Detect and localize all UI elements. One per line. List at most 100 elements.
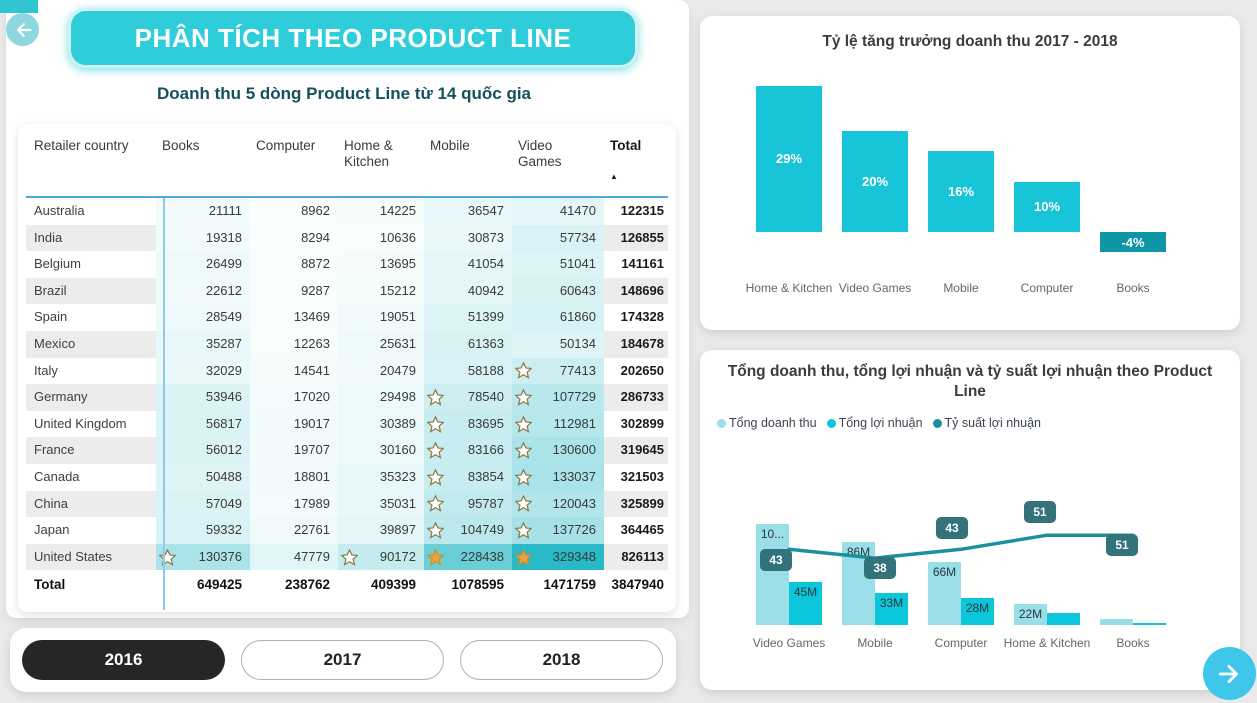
- value-cell: 39897: [338, 517, 424, 544]
- table-row[interactable]: United States 130376 47779 90172 228438 32934…: [26, 543, 668, 571]
- table-row[interactable]: Japan 59332 22761 39897 104749 137726 364465: [26, 517, 668, 544]
- cell-value: 238762: [284, 577, 330, 593]
- star-outline-icon: [515, 521, 532, 539]
- country-cell: France: [26, 437, 156, 464]
- cell-value: 1471759: [543, 577, 596, 593]
- revenue-bar[interactable]: [928, 561, 961, 625]
- value-cell: 28549: [156, 304, 250, 331]
- value-cell: 61363: [424, 330, 512, 358]
- revenue-bar[interactable]: [756, 524, 789, 625]
- value-cell: 120043: [512, 490, 604, 518]
- value-cell: 35287: [156, 330, 250, 358]
- value-cell: 19318: [156, 224, 250, 252]
- cell-value: 19051: [379, 309, 416, 325]
- year-button-2018[interactable]: 2018: [460, 640, 663, 680]
- cell-value: 15212: [379, 282, 416, 298]
- country-cell: Mexico: [26, 330, 156, 358]
- table-row[interactable]: Italy 32029 14541 20479 58188 77413 202650: [26, 357, 668, 385]
- table-row[interactable]: France 56012 19707 30160 83166 130600 319645: [26, 437, 668, 464]
- growth-bar[interactable]: 20%: [842, 131, 908, 232]
- column-header-home-kitchen[interactable]: Home & Kitchen: [344, 138, 393, 169]
- column-header-video-games[interactable]: Video Games: [518, 138, 562, 169]
- value-cell: 29498: [338, 384, 424, 411]
- revenue-bar[interactable]: [1014, 603, 1047, 625]
- value-cell: 59332: [156, 517, 250, 544]
- combo-category-label: Home & Kitchen: [1003, 636, 1091, 650]
- cell-value: 36547: [467, 203, 504, 218]
- year-button-2016[interactable]: 2016: [22, 640, 225, 680]
- cell-value: 329348: [552, 548, 596, 564]
- table-row[interactable]: India 19318 8294 10636 30873 57734 126855: [26, 224, 668, 252]
- revenue-legend-dot-icon: [717, 418, 726, 428]
- profit-bar[interactable]: [1133, 623, 1166, 625]
- value-cell: 30160: [338, 437, 424, 464]
- cell-value: 51399: [467, 309, 504, 325]
- growth-bar-label: 10%: [1033, 199, 1061, 215]
- legend-item-margin[interactable]: Tỷ suất lợi nhuận: [932, 416, 1041, 430]
- row-total-cell: 319645: [604, 437, 668, 464]
- value-cell: 53946: [156, 384, 250, 411]
- column-header-books[interactable]: Books: [162, 138, 200, 153]
- profit-bar[interactable]: [1047, 612, 1080, 625]
- column-total-cell: 649425: [156, 570, 250, 600]
- column-header-computer[interactable]: Computer: [256, 138, 316, 153]
- back-button[interactable]: [6, 13, 39, 46]
- legend-item-profit[interactable]: Tổng lợi nhuận: [826, 416, 923, 430]
- country-cell: United States: [26, 543, 156, 571]
- value-cell: 77413: [512, 357, 604, 385]
- cell-value: 8872: [301, 256, 330, 272]
- growth-bar[interactable]: 29%: [756, 85, 822, 232]
- star-filled-icon: [515, 548, 532, 566]
- value-cell: 130376: [156, 543, 250, 571]
- revenue-bar-label: 22M: [1018, 606, 1043, 621]
- margin-legend-dot-icon: [932, 418, 942, 428]
- next-page-button[interactable]: [1203, 647, 1256, 700]
- growth-rate-chart-card: Tỷ lệ tăng trưởng doanh thu 2017 - 2018 …: [700, 16, 1240, 330]
- growth-chart-title: Tỷ lệ tăng trưởng doanh thu 2017 - 2018: [822, 33, 1118, 50]
- cell-value: 22612: [205, 282, 242, 298]
- profit-bar[interactable]: [875, 593, 908, 625]
- table-row[interactable]: Spain 28549 13469 19051 51399 61860 174328: [26, 304, 668, 331]
- table-row[interactable]: Brazil 22612 9287 15212 40942 60643 148696: [26, 277, 668, 305]
- cell-value: 19707: [293, 442, 330, 458]
- growth-bar[interactable]: 16%: [928, 151, 994, 232]
- legend-item-revenue[interactable]: Tổng doanh thu: [717, 416, 817, 430]
- growth-category-label: Video Games: [838, 281, 912, 295]
- table-row[interactable]: Mexico 35287 12263 25631 61363 50134 184678: [26, 330, 668, 358]
- revenue-profit-chart-card: Tổng doanh thu, tổng lợi nhuận và tỷ suấ…: [700, 350, 1240, 690]
- cell-value: 35287: [205, 335, 242, 351]
- table-row[interactable]: Germany 53946 17020 29498 78540 107729 286733: [26, 384, 668, 411]
- table-row[interactable]: Belgium 26499 8872 13695 41054 51041 141161: [26, 251, 668, 278]
- column-header-total[interactable]: Total ▲: [604, 134, 668, 185]
- table-row[interactable]: United Kingdom 56817 19017 30389 83695 112981…: [26, 410, 668, 438]
- cell-value: 40942: [467, 282, 504, 298]
- cell-value: 90172: [379, 548, 416, 564]
- row-total-cell: 122315: [620, 203, 664, 218]
- cell-value: 104749: [460, 522, 504, 538]
- cell-value: 130376: [198, 548, 242, 564]
- revenue-bar[interactable]: [1100, 619, 1133, 625]
- growth-bar[interactable]: 10%: [1014, 181, 1080, 232]
- value-cell: 329348: [512, 543, 604, 571]
- table-row[interactable]: Canada 50488 18801 35323 83854 133037 321503: [26, 463, 668, 491]
- profit-bar[interactable]: [789, 581, 822, 625]
- cell-value: 61363: [467, 335, 504, 351]
- profit-bar[interactable]: [961, 598, 994, 625]
- table-row[interactable]: China 57049 17989 35031 95787 120043 325899: [26, 490, 668, 518]
- row-total-cell: 184678: [604, 330, 668, 358]
- value-cell: 51041: [512, 251, 604, 278]
- value-cell: 83854: [424, 463, 512, 491]
- growth-bar[interactable]: -4%: [1100, 232, 1166, 253]
- table-row[interactable]: Australia 21111 8962 14225 36547 41470 122315: [26, 198, 668, 225]
- cell-value: 30160: [379, 442, 416, 458]
- cell-value: 57049: [205, 495, 242, 511]
- cell-value: 13469: [293, 309, 330, 325]
- value-cell: 13469: [250, 304, 338, 331]
- combo-category-label: Video Games: [752, 636, 826, 650]
- column-header-mobile[interactable]: Mobile: [430, 138, 470, 153]
- column-header-retailer-country[interactable]: Retailer country: [34, 138, 129, 153]
- value-cell: 137726: [512, 517, 604, 544]
- year-button-2017[interactable]: 2017: [241, 640, 444, 680]
- cell-value: 12263: [293, 335, 330, 351]
- cell-value: 18801: [293, 468, 330, 484]
